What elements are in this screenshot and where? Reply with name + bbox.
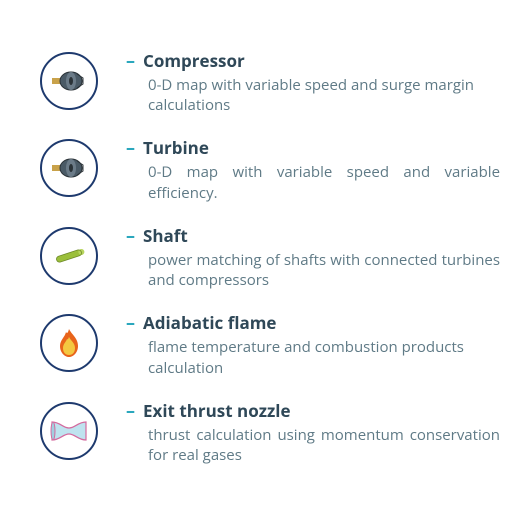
list-item: – Shaft power matching of shafts with co… xyxy=(40,225,500,290)
item-text: – Compressor 0-D map with variable speed… xyxy=(126,50,500,115)
item-description: thrust calculation using momentum conser… xyxy=(148,425,500,466)
item-title: Turbine xyxy=(143,137,209,160)
nozzle-icon xyxy=(40,402,98,460)
item-title: Compressor xyxy=(143,50,245,73)
list-item: – Compressor 0-D map with variable speed… xyxy=(40,50,500,115)
item-title: Exit thrust nozzle xyxy=(143,400,291,423)
compressor-icon xyxy=(40,52,98,110)
item-text: – Adiabatic flame flame temperature and … xyxy=(126,312,500,377)
item-title: Shaft xyxy=(143,225,188,248)
shaft-icon xyxy=(40,227,98,285)
item-text: – Shaft power matching of shafts with co… xyxy=(126,225,500,290)
item-description: flame temperature and combustion product… xyxy=(148,337,500,378)
item-text: – Turbine 0-D map with variable speed an… xyxy=(126,137,500,202)
list-item: – Turbine 0-D map with variable speed an… xyxy=(40,137,500,202)
item-description: power matching of shafts with connected … xyxy=(148,250,500,291)
bullet-dash: – xyxy=(126,314,135,332)
bullet-dash: – xyxy=(126,402,135,420)
flame-icon xyxy=(40,314,98,372)
turbine-icon xyxy=(40,139,98,197)
component-list: – Compressor 0-D map with variable speed… xyxy=(40,50,500,465)
item-text: – Exit thrust nozzle thrust calculation … xyxy=(126,400,500,465)
bullet-dash: – xyxy=(126,52,135,70)
bullet-dash: – xyxy=(126,227,135,245)
bullet-dash: – xyxy=(126,139,135,157)
list-item: – Exit thrust nozzle thrust calculation … xyxy=(40,400,500,465)
list-item: – Adiabatic flame flame temperature and … xyxy=(40,312,500,377)
item-description: 0-D map with variable speed and surge ma… xyxy=(148,75,500,116)
item-description: 0-D map with variable speed and variable… xyxy=(148,162,500,203)
item-title: Adiabatic flame xyxy=(143,312,276,335)
